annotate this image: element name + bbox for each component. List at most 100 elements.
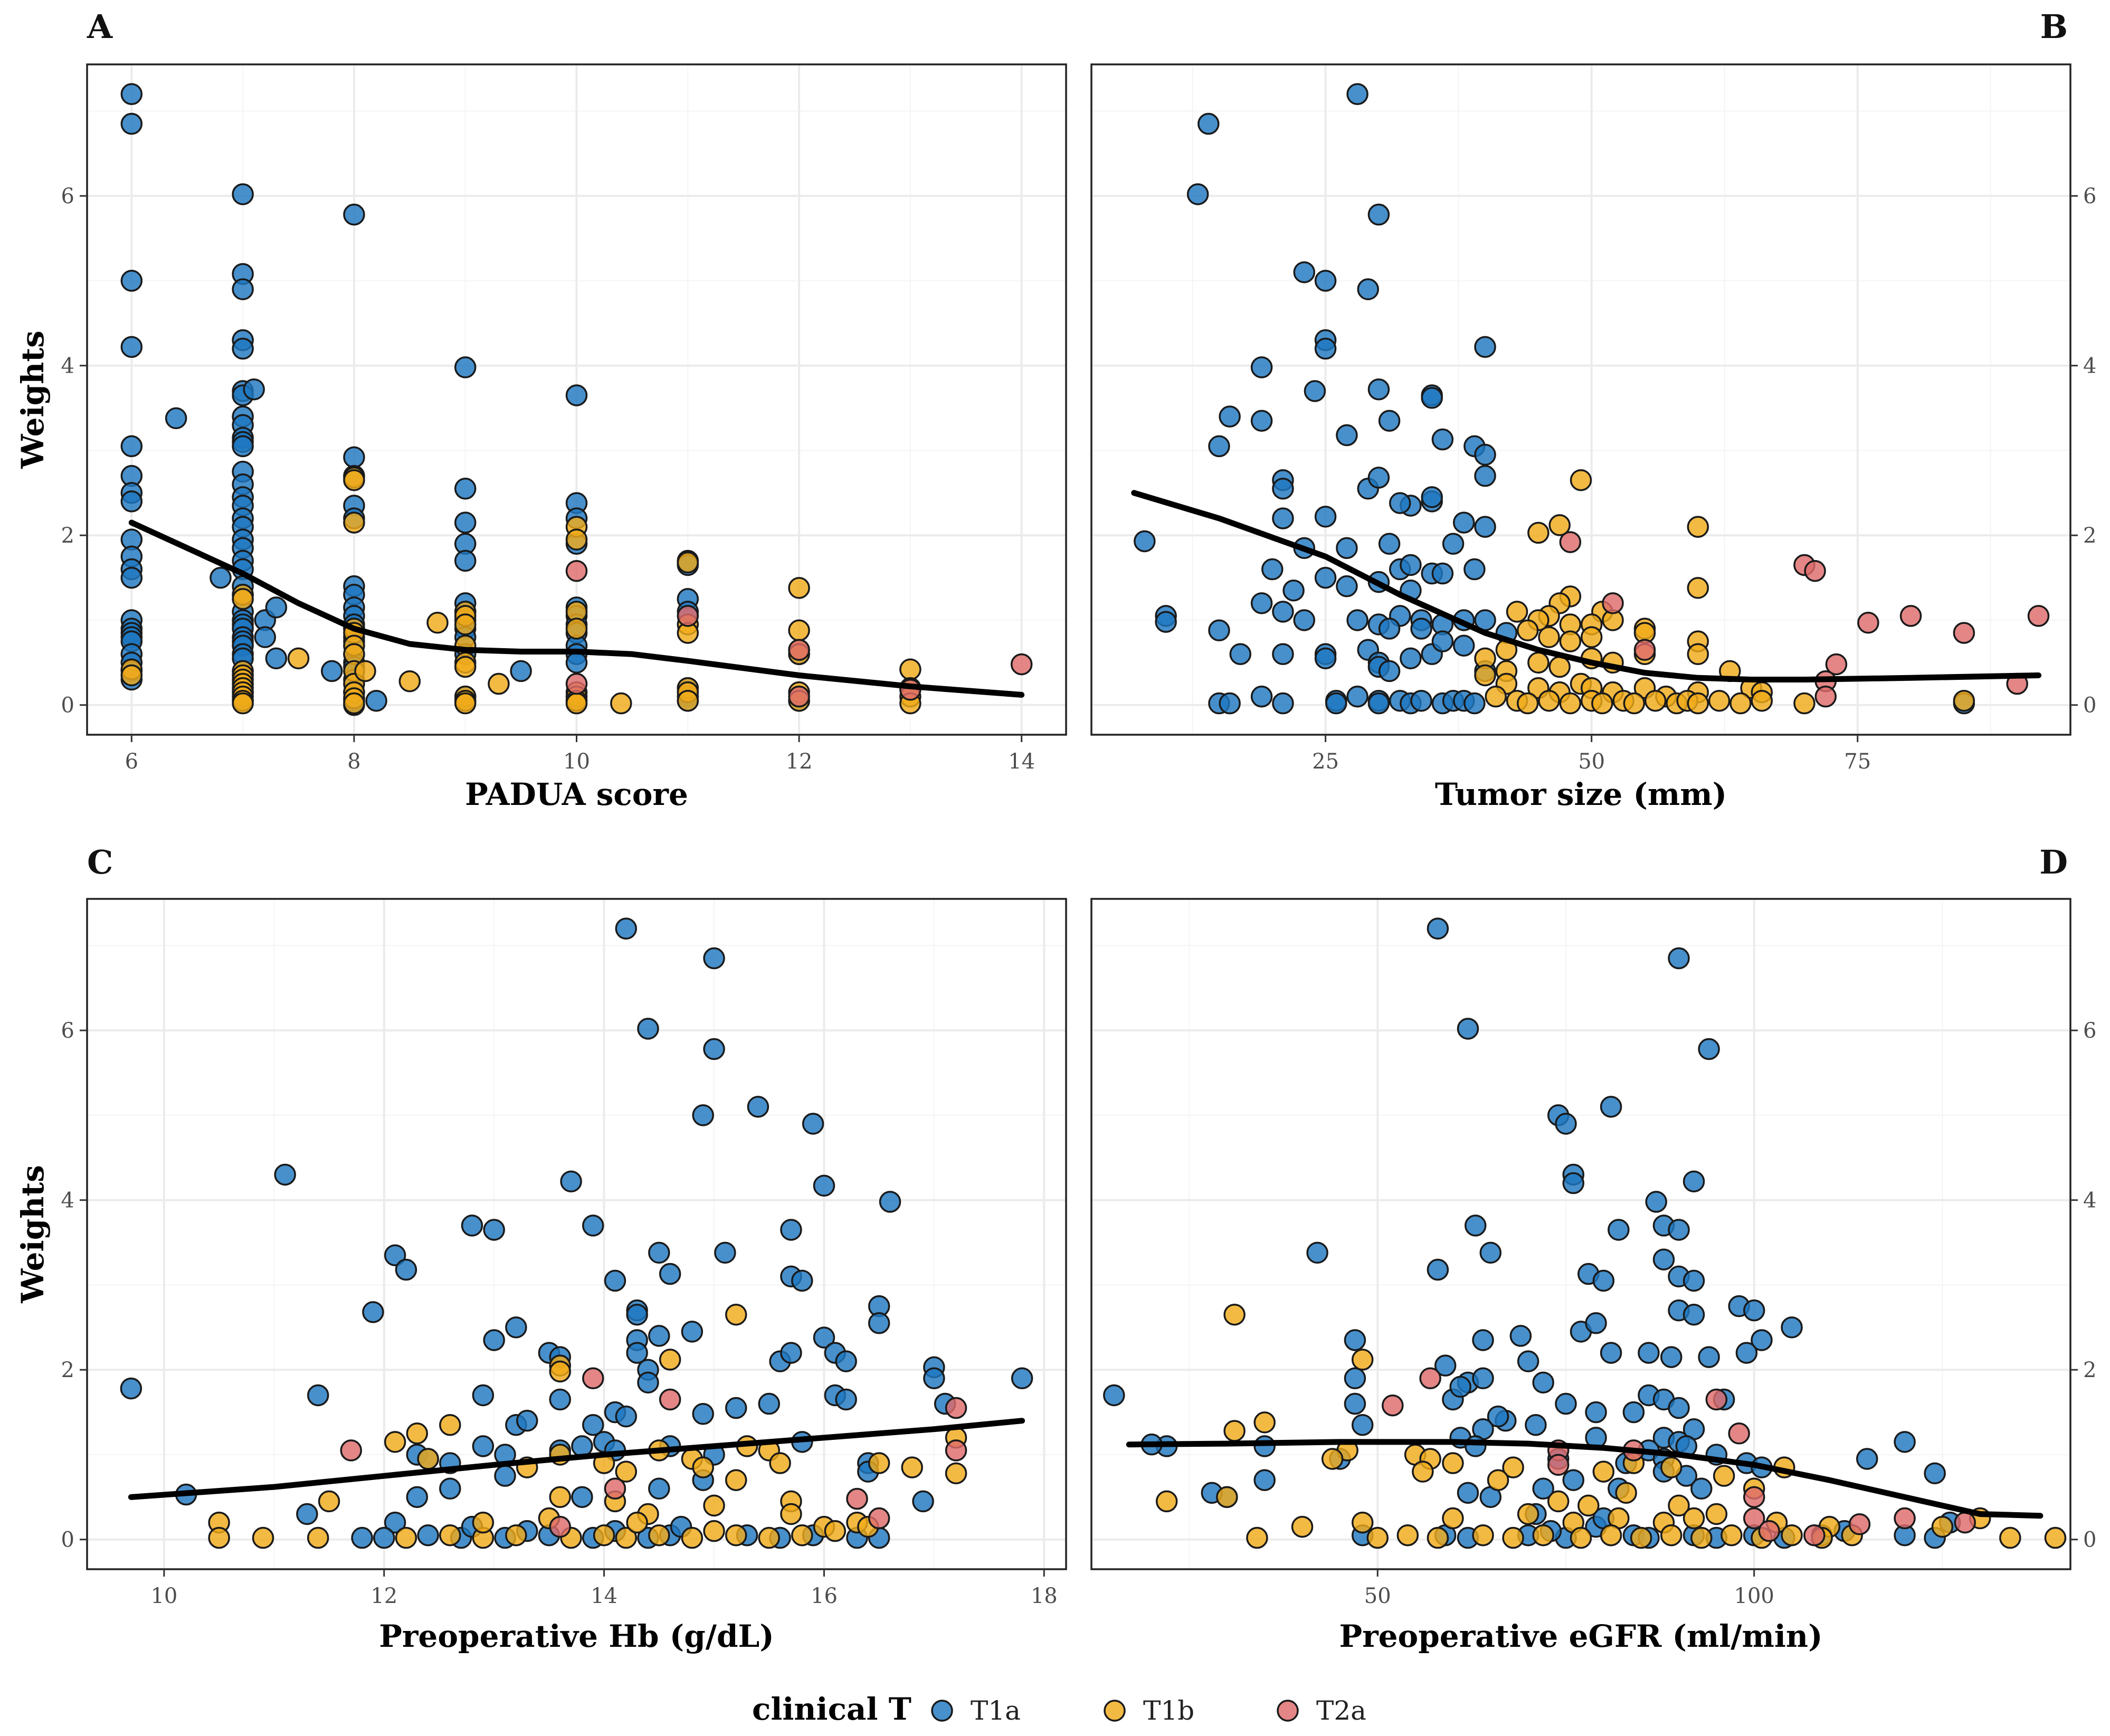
x-tick-label: 10 xyxy=(150,1584,177,1608)
point-t1a xyxy=(1479,1241,1502,1264)
point-t1a xyxy=(1585,1401,1607,1424)
point-t1b xyxy=(899,658,921,680)
point-t1a xyxy=(1344,1367,1366,1390)
x-tick-label: 50 xyxy=(1364,1584,1391,1608)
point-t1a xyxy=(571,1486,593,1509)
point-t1b xyxy=(1580,626,1603,648)
point-t1a xyxy=(1474,336,1496,358)
point-t2a xyxy=(1954,1511,1976,1534)
point-t1b xyxy=(1683,1507,1705,1530)
point-t1b xyxy=(1559,692,1582,715)
data-points xyxy=(120,83,1033,716)
x-tick-label: 12 xyxy=(370,1584,397,1608)
point-t1a xyxy=(1229,643,1252,666)
point-t1b xyxy=(426,612,449,634)
point-t1a xyxy=(472,1384,495,1407)
point-t1a xyxy=(439,1477,461,1500)
point-t1a xyxy=(1735,1342,1758,1364)
x-tick-label: 6 xyxy=(125,750,138,774)
point-t1b xyxy=(615,1460,638,1483)
legend: clinical T T1a T1b T2a xyxy=(752,1691,1366,1727)
point-t1a xyxy=(604,1269,626,1292)
point-t2a xyxy=(1803,1524,1826,1547)
point-t1b xyxy=(1781,1524,1803,1547)
point-t1a xyxy=(120,83,143,106)
y-axis: 0 2 4 6 xyxy=(61,184,87,718)
point-t1a xyxy=(1389,492,1411,514)
point-t1a xyxy=(637,1371,659,1394)
point-t1b xyxy=(1615,1482,1637,1504)
point-t1a xyxy=(1652,1248,1675,1270)
point-t1b xyxy=(120,664,143,687)
point-t1a xyxy=(615,1405,638,1428)
y-tick-label: 4 xyxy=(61,1189,74,1213)
point-t1a xyxy=(802,1113,824,1135)
point-t1a xyxy=(1668,947,1690,970)
y-tick-label: 6 xyxy=(2083,1019,2096,1043)
point-t1b xyxy=(565,528,588,551)
point-t1a xyxy=(1894,1431,1916,1453)
point-t1b xyxy=(1690,1526,1713,1549)
loess-smooth-line xyxy=(128,519,1025,698)
point-t2a xyxy=(1547,1454,1570,1476)
y-axis: 0 2 4 6 xyxy=(2070,1019,2096,1552)
point-t1a xyxy=(879,1191,901,1213)
y-tick-label: 2 xyxy=(61,524,74,548)
point-t1a xyxy=(1592,1269,1615,1292)
point-t1a xyxy=(395,1258,417,1281)
x-tick-label: 12 xyxy=(786,750,813,774)
point-t2a xyxy=(1857,612,1879,634)
point-t1a xyxy=(321,660,343,682)
point-t1b xyxy=(417,1448,439,1470)
point-t1a xyxy=(307,1384,329,1407)
y-tick-label: 0 xyxy=(61,1528,74,1552)
point-t1a xyxy=(780,1219,802,1241)
point-t1a xyxy=(1660,1346,1683,1368)
point-t1b xyxy=(725,1303,747,1326)
point-t1a xyxy=(1378,533,1401,555)
point-t1b xyxy=(395,1526,417,1549)
legend-label: T1b xyxy=(1143,1695,1194,1726)
point-t1b xyxy=(1532,1524,1554,1547)
point-t1a xyxy=(1562,1172,1584,1194)
point-t2a xyxy=(1743,1486,1765,1509)
point-t2a xyxy=(340,1439,362,1462)
point-t1b xyxy=(454,692,477,715)
legend-item-t2a: T2a xyxy=(1277,1695,1366,1726)
point-t1b xyxy=(1751,689,1773,712)
point-t1b xyxy=(1527,521,1550,544)
legend-label: T1a xyxy=(971,1695,1021,1726)
point-t1b xyxy=(1630,1526,1652,1549)
point-t2a xyxy=(2027,605,2050,627)
point-t1a xyxy=(1457,1482,1479,1504)
point-t1a xyxy=(560,1170,582,1193)
point-t1a xyxy=(1314,506,1337,528)
point-t1a xyxy=(1487,1405,1509,1428)
point-t1a xyxy=(1314,270,1337,292)
point-t1b xyxy=(1516,619,1539,642)
point-t1b xyxy=(354,660,376,682)
point-t1a xyxy=(1698,1346,1720,1368)
point-t1b xyxy=(1687,692,1709,715)
point-t1b xyxy=(1351,1349,1374,1371)
point-t1b xyxy=(788,619,810,642)
point-t1a xyxy=(454,478,477,500)
point-t1b xyxy=(1502,1456,1524,1478)
point-t1b xyxy=(1538,689,1560,712)
point-t1b xyxy=(1291,1515,1314,1538)
point-t1a xyxy=(1525,1414,1547,1436)
point-t1b xyxy=(1216,1486,1238,1509)
point-t1a xyxy=(1683,1303,1705,1326)
y-tick-label: 6 xyxy=(61,184,74,208)
point-t1a xyxy=(565,651,588,674)
y-tick-label: 4 xyxy=(2083,1189,2096,1213)
panel-letter: B xyxy=(2040,7,2068,46)
point-t1b xyxy=(1660,1524,1683,1547)
point-t1a xyxy=(1344,1329,1366,1351)
point-t1a xyxy=(1314,337,1337,360)
point-t1b xyxy=(1412,1460,1434,1483)
point-t1a xyxy=(780,1342,802,1364)
point-t1b xyxy=(1427,1526,1449,1549)
point-t1a xyxy=(1272,643,1294,666)
point-t1a xyxy=(714,1241,736,1264)
